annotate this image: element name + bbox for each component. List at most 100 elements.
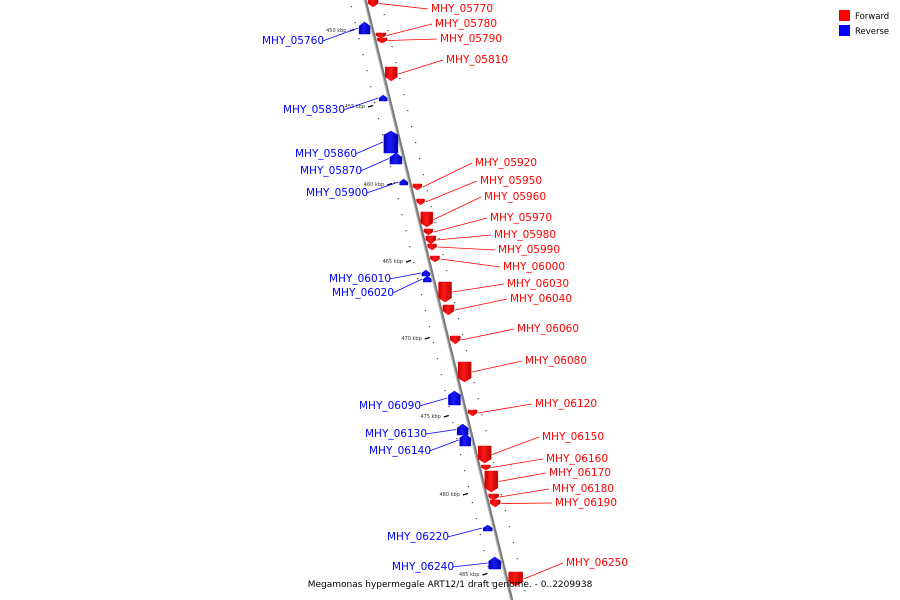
gene-mhy-05860: MHY_05860 <box>295 130 399 160</box>
genome-axis <box>363 0 514 600</box>
gene-mhy-05950: MHY_05950 <box>416 175 542 206</box>
axis-dot <box>438 238 440 240</box>
gene-label: MHY_06140 <box>369 445 431 457</box>
gene-label: MHY_05990 <box>498 244 560 256</box>
gene-leader-line <box>447 527 483 538</box>
axis-dot <box>434 222 436 224</box>
gene-mhy-05960: MHY_05960 <box>420 191 546 228</box>
gene-mhy-05790: MHY_05790 <box>376 33 502 45</box>
gene-label: MHY_06000 <box>503 261 565 273</box>
axis-dot <box>493 462 495 464</box>
position-tick-label: 485 kbp <box>459 572 479 578</box>
axis-dot <box>395 62 397 64</box>
gene-label: MHY_06040 <box>510 293 572 305</box>
gene-label: MHY_05860 <box>295 148 357 160</box>
gene-label: MHY_05770 <box>431 3 493 15</box>
gene-leader-line <box>419 397 448 407</box>
gene-label: MHY_06250 <box>566 557 628 569</box>
axis-dot <box>354 22 356 24</box>
axis-dot <box>401 214 403 216</box>
axis-dot <box>512 542 514 544</box>
axis-dot <box>366 70 368 72</box>
gene-glyph <box>481 464 491 471</box>
position-tick-label: 450 kbp <box>326 28 346 34</box>
gene-leader-line <box>437 246 496 251</box>
gene-mhy-05770: MHY_05770 <box>367 0 493 15</box>
gene-leader-line <box>433 217 488 233</box>
gene-label: MHY_05960 <box>484 191 546 203</box>
axis-dot <box>436 358 438 360</box>
legend-reverse-label: Reverse <box>855 27 889 37</box>
position-tick-mark <box>367 104 374 108</box>
gene-glyph <box>438 281 452 303</box>
gene-label: MHY_05760 <box>262 35 324 47</box>
axis-dot <box>504 510 506 512</box>
gene-label: MHY_05790 <box>440 33 502 45</box>
gene-mhy-06080: MHY_06080 <box>457 355 587 383</box>
gene-leader-line <box>425 180 478 203</box>
gene-glyph <box>416 198 425 206</box>
gene-leader-line <box>389 272 421 280</box>
axis-dot <box>460 454 462 456</box>
axis-dot <box>524 590 526 592</box>
axis-dot <box>417 278 419 280</box>
gene-leader-line <box>498 472 547 482</box>
gene-leader-line <box>429 439 459 452</box>
position-tick-mark <box>462 492 469 496</box>
gene-mhy-06030: MHY_06030 <box>438 278 569 303</box>
axis-dot <box>362 54 364 56</box>
legend-forward-label: Forward <box>855 12 889 22</box>
axis-dot <box>430 206 432 208</box>
axis-dot <box>516 558 518 560</box>
gene-mhy-05830: MHY_05830 <box>283 94 388 116</box>
gene-label: MHY_06170 <box>549 467 611 479</box>
axis-dot <box>473 382 475 384</box>
gene-mhy-06180: MHY_06180 <box>488 483 614 501</box>
gene-glyph <box>425 235 437 245</box>
axis-dot <box>446 270 448 272</box>
gene-leader-line <box>433 196 482 220</box>
gene-label: MHY_06090 <box>359 400 421 412</box>
axis-dot <box>483 550 485 552</box>
axis-dot <box>358 38 360 40</box>
gene-glyph <box>367 0 379 8</box>
axis-dot <box>387 30 389 32</box>
gene-mhy-06250: MHY_06250 <box>508 557 628 587</box>
axis-dot <box>491 582 493 584</box>
gene-glyph <box>389 152 403 165</box>
axis-dot <box>461 334 464 336</box>
gene-label: MHY_06220 <box>387 531 449 543</box>
axis-dot <box>432 342 434 344</box>
gene-mhy-06240: MHY_06240 <box>392 556 501 573</box>
gene-label: MHY_05810 <box>446 54 508 66</box>
gene-glyph <box>456 423 469 436</box>
gene-glyph <box>385 66 398 82</box>
position-tick-mark <box>386 182 393 186</box>
gene-leader-line <box>366 181 399 194</box>
gene-mhy-05920: MHY_05920 <box>412 157 537 191</box>
position-tick-mark <box>482 572 488 576</box>
gene-leader-line <box>452 562 488 568</box>
gene-mhy-06140: MHY_06140 <box>369 433 471 457</box>
gene-mhy-05780: MHY_05780 <box>375 18 497 39</box>
gene-glyph <box>489 499 501 508</box>
gene-label: MHY_06120 <box>535 398 597 410</box>
gene-label: MHY_06160 <box>546 453 608 465</box>
gene-label: MHY_05980 <box>494 229 556 241</box>
gene-glyph <box>423 228 434 236</box>
axis-dot <box>399 78 401 80</box>
gene-leader-line <box>386 23 433 36</box>
axis-dot <box>418 158 421 160</box>
axis-dot <box>444 390 446 392</box>
gene-glyph <box>358 21 371 35</box>
axis-dot <box>457 318 460 320</box>
axis-dot <box>424 310 427 312</box>
gene-leader-line <box>472 360 523 373</box>
gene-leader-line <box>452 283 505 293</box>
axis-dot <box>422 174 424 176</box>
axis-dot <box>374 102 376 104</box>
genome-axis-highlight <box>363 0 512 600</box>
gene-mhy-05810: MHY_05810 <box>385 54 508 82</box>
axis-dot <box>487 566 489 568</box>
